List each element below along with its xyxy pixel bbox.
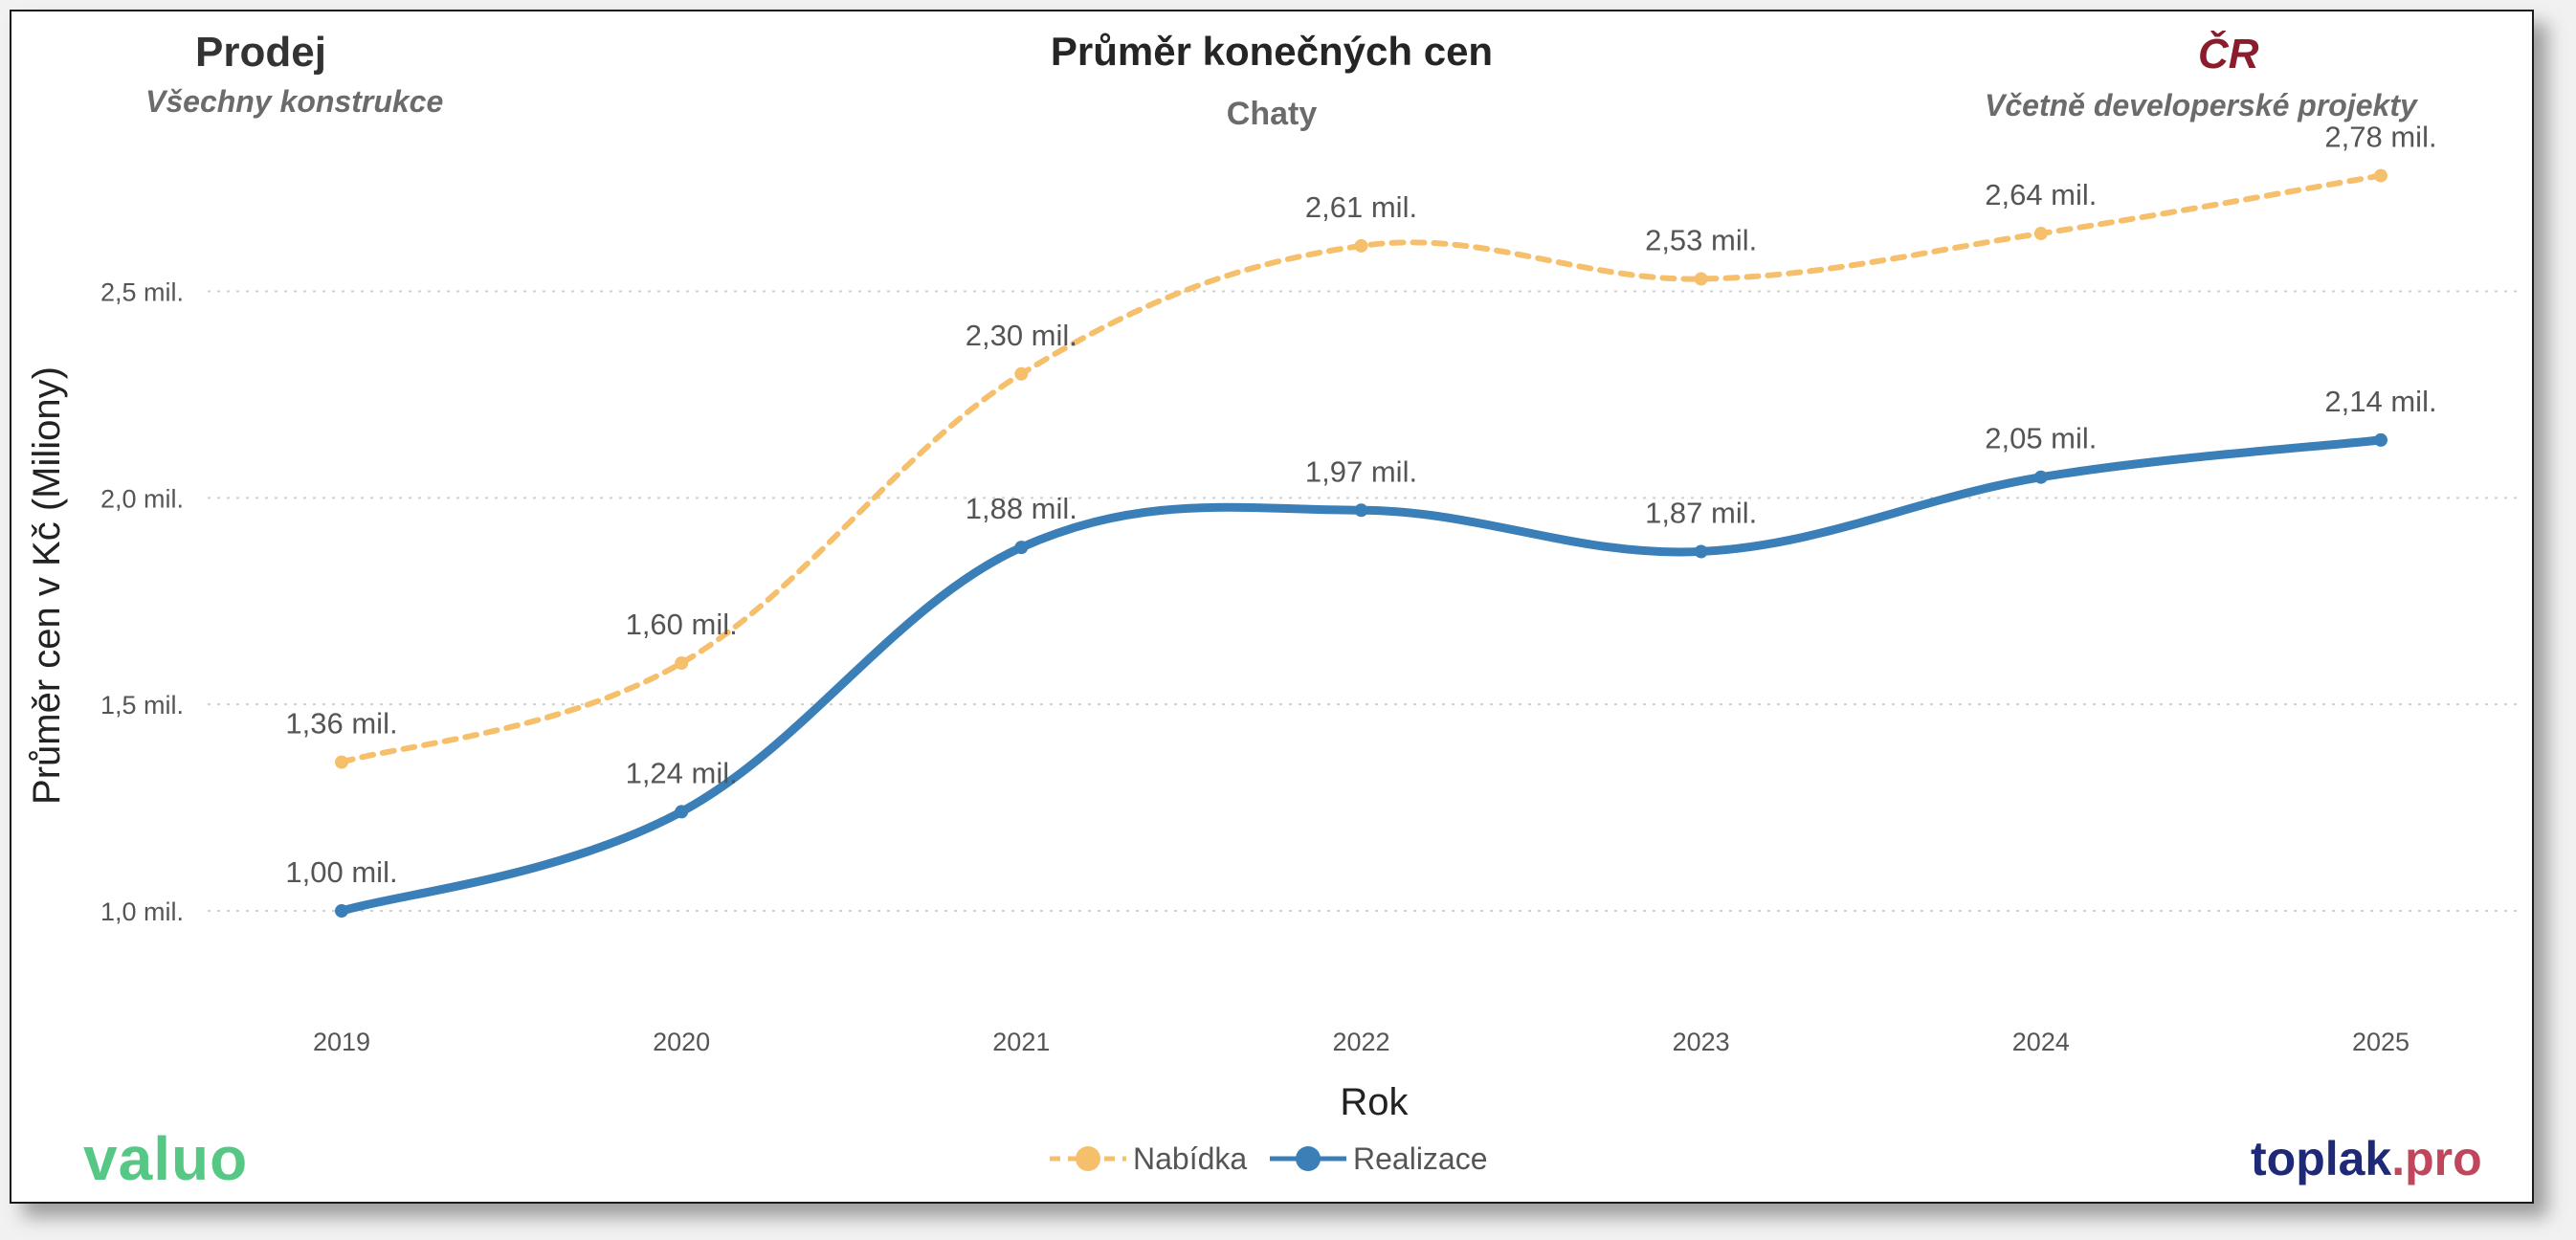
data-labels: 1,36 mil. 1,60 mil. 2,30 mil. 2,61 mil. 2,53…	[285, 121, 2436, 889]
legend-label-realizace: Realizace	[1353, 1141, 1488, 1176]
data-point-nabidka	[2033, 227, 2048, 241]
x-tick-label: 2019	[313, 1028, 370, 1056]
y-tick-label: 1,0 mil.	[100, 897, 184, 926]
toplak-logo-main: toplak	[2251, 1132, 2392, 1185]
x-axis-ticks: 2019 2020 2021 2022 2023 2024 2025	[313, 1028, 2409, 1056]
region-title: ČR	[2198, 31, 2259, 78]
legend-label-nabidka: Nabídka	[1133, 1141, 1247, 1176]
data-point-realizace	[2374, 432, 2387, 447]
data-point-realizace	[675, 805, 689, 819]
data-label-realizace: 1,97 mil.	[1305, 454, 1417, 488]
y-axis-ticks: 1,0 mil. 1,5 mil. 2,0 mil. 2,5 mil.	[100, 277, 184, 926]
x-axis-title: Rok	[1340, 1081, 1409, 1123]
x-tick-label: 2020	[653, 1028, 710, 1056]
data-point-realizace	[1694, 544, 1708, 559]
data-label-realizace: 1,87 mil.	[1645, 496, 1757, 529]
data-label-realizace: 1,00 mil.	[285, 855, 397, 889]
valuo-logo: valuo	[83, 1124, 249, 1193]
data-label-realizace: 2,14 mil.	[2324, 385, 2436, 418]
toplak-logo: toplak.pro	[2251, 1131, 2482, 1186]
data-point-realizace	[1354, 503, 1368, 518]
grid-lines	[208, 290, 2523, 913]
y-tick-label: 2,0 mil.	[100, 484, 184, 513]
y-tick-label: 1,5 mil.	[100, 691, 184, 720]
data-point-realizace	[2033, 470, 2048, 484]
y-tick-label: 2,5 mil.	[100, 277, 184, 306]
data-label-nabidka: 1,60 mil.	[626, 608, 738, 641]
x-tick-label: 2024	[2012, 1028, 2070, 1056]
data-point-nabidka	[675, 656, 689, 670]
data-label-nabidka: 2,61 mil.	[1305, 190, 1417, 224]
toplak-logo-ext: .pro	[2391, 1132, 2482, 1185]
series	[335, 168, 2387, 919]
developer-projects-label: Včetně developerské projekty	[1985, 88, 2417, 122]
chart-card: Prodej Všechny konstrukce Průměr konečný…	[10, 10, 2534, 1204]
y-axis-title: Průměr cen v Kč (Miliony)	[26, 366, 68, 805]
data-label-nabidka: 2,78 mil.	[2324, 121, 2436, 154]
x-tick-label: 2025	[2352, 1028, 2409, 1056]
data-label-nabidka: 2,53 mil.	[1645, 224, 1757, 257]
x-tick-label: 2022	[1332, 1028, 1389, 1056]
data-label-realizace: 2,05 mil.	[1985, 422, 2097, 455]
data-label-nabidka: 2,30 mil.	[966, 319, 1077, 352]
data-point-realizace	[335, 904, 348, 919]
legend: Nabídka Realizace	[1050, 1141, 1488, 1176]
data-label-realizace: 1,24 mil.	[626, 756, 738, 789]
data-label-nabidka: 1,36 mil.	[285, 707, 397, 741]
line-chart: 1,0 mil. 1,5 mil. 2,0 mil. 2,5 mil. 2019 202…	[26, 121, 2523, 1176]
data-point-realizace	[1014, 541, 1029, 555]
x-tick-label: 2023	[1673, 1028, 1730, 1056]
data-point-nabidka	[1694, 272, 1708, 286]
data-point-nabidka	[1354, 238, 1368, 253]
x-tick-label: 2021	[992, 1028, 1050, 1056]
construction-filter-label: Všechny konstrukce	[145, 84, 444, 119]
data-point-nabidka	[335, 755, 348, 769]
data-label-realizace: 1,88 mil.	[966, 492, 1077, 525]
data-label-nabidka: 2,64 mil.	[1985, 178, 2097, 211]
chart-subtitle: Chaty	[1226, 96, 1318, 132]
chart-title: Průměr konečných cen	[1050, 29, 1494, 74]
legend-marker-nabidka	[1076, 1146, 1100, 1171]
data-point-nabidka	[1014, 366, 1029, 381]
legend-marker-realizace	[1296, 1146, 1321, 1171]
data-point-nabidka	[2374, 168, 2387, 183]
sales-type-title: Prodej	[195, 29, 326, 76]
